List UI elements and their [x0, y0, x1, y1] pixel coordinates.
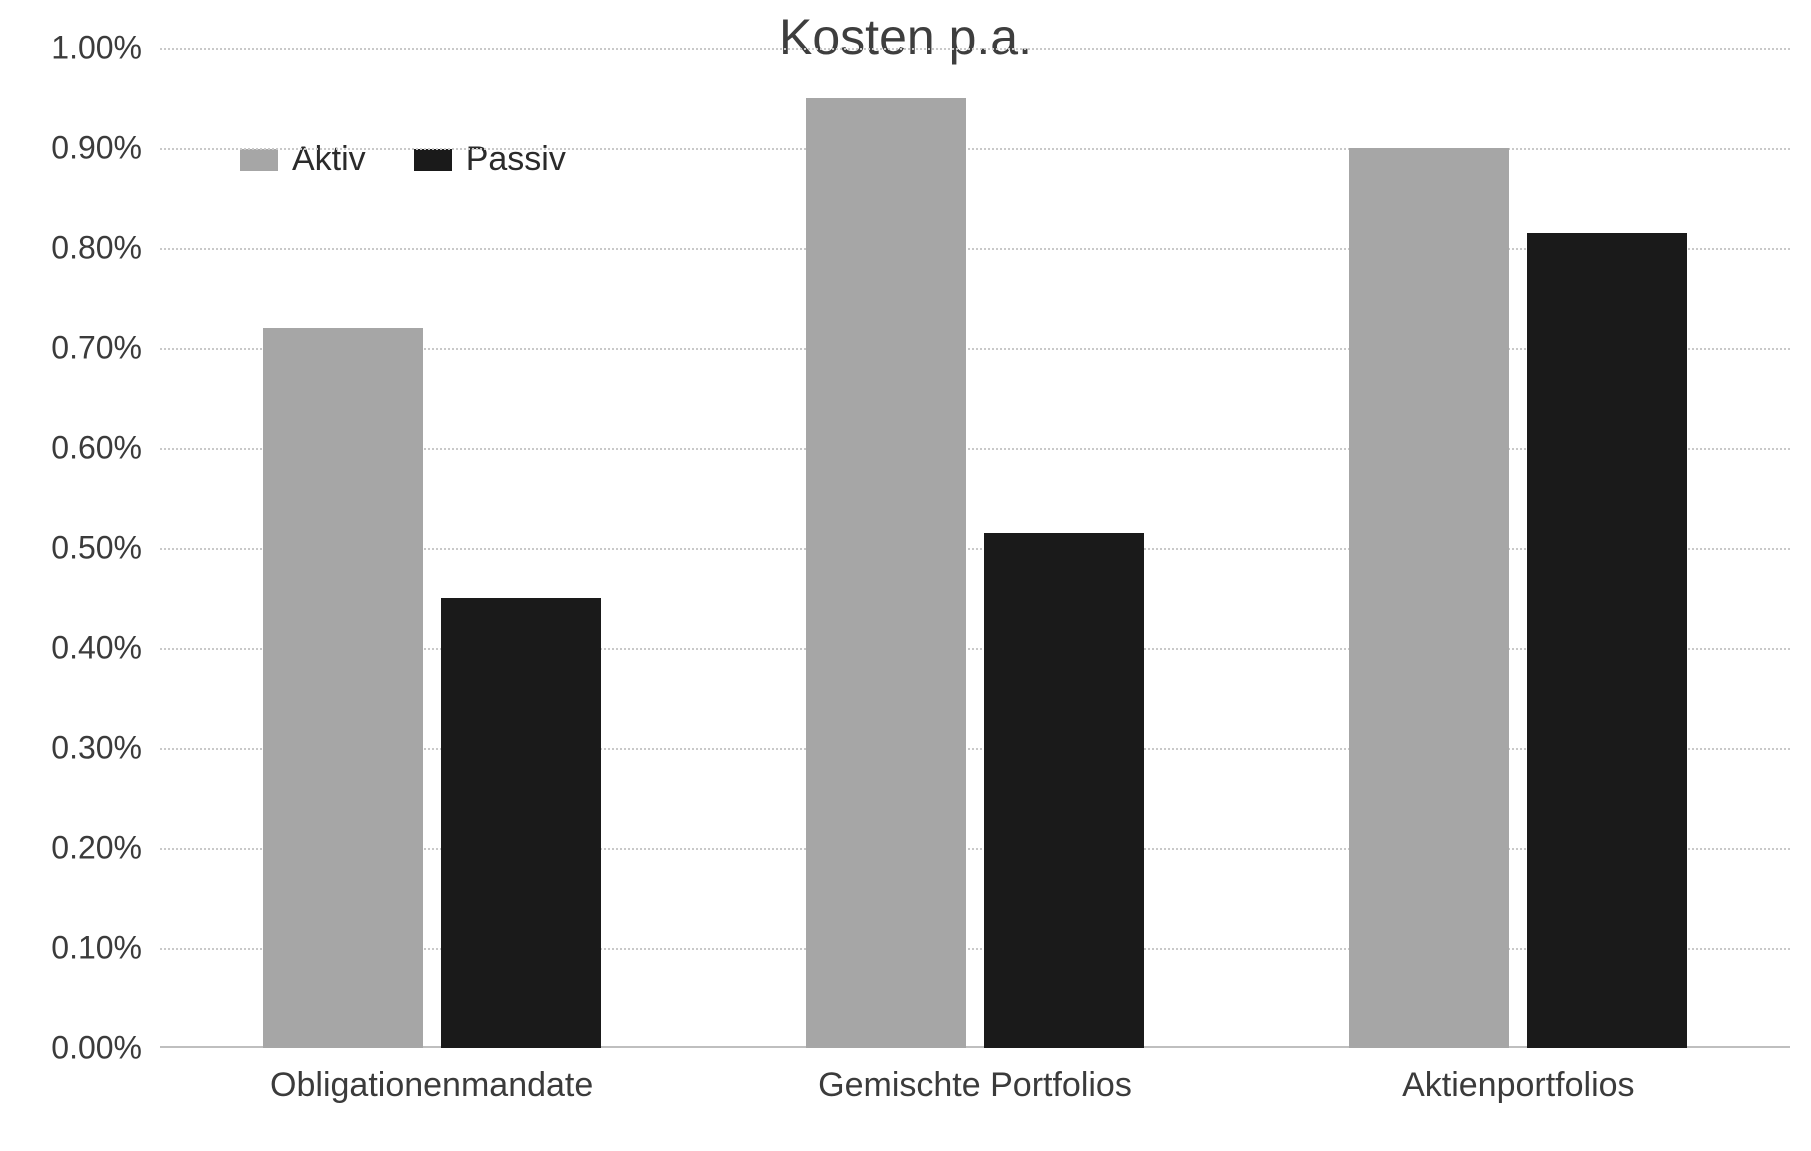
bar-aktiv — [1349, 148, 1509, 1048]
x-tick-label: Gemischte Portfolios — [818, 1048, 1132, 1105]
y-tick-label: 0.60% — [51, 430, 160, 467]
bar-passiv — [984, 533, 1144, 1048]
plot-area: AktivPassiv 0.00%0.10%0.20%0.30%0.40%0.5… — [160, 48, 1790, 1048]
legend-item: Passiv — [414, 140, 566, 179]
gridline — [160, 48, 1790, 50]
bar-passiv — [1527, 233, 1687, 1048]
bar-passiv — [441, 598, 601, 1048]
legend-item: Aktiv — [240, 140, 366, 179]
cost-chart: Kosten p.a. AktivPassiv 0.00%0.10%0.20%0… — [0, 0, 1811, 1151]
y-tick-label: 0.00% — [51, 1030, 160, 1067]
y-tick-label: 0.90% — [51, 130, 160, 167]
y-tick-label: 0.20% — [51, 830, 160, 867]
y-tick-label: 0.30% — [51, 730, 160, 767]
legend: Aktiv Passiv — [240, 140, 566, 179]
y-tick-label: 0.40% — [51, 630, 160, 667]
legend-label: Passiv — [466, 140, 566, 179]
y-tick-label: 0.70% — [51, 330, 160, 367]
x-tick-label: Aktienportfolios — [1402, 1048, 1634, 1105]
legend-swatch — [240, 149, 278, 171]
y-tick-label: 1.00% — [51, 30, 160, 67]
y-tick-label: 0.10% — [51, 930, 160, 967]
y-tick-label: 0.80% — [51, 230, 160, 267]
legend-swatch — [414, 149, 452, 171]
gridline — [160, 148, 1790, 150]
legend-label: Aktiv — [292, 140, 366, 179]
y-tick-label: 0.50% — [51, 530, 160, 567]
bar-aktiv — [806, 98, 966, 1048]
bar-aktiv — [263, 328, 423, 1048]
x-tick-label: Obligationenmandate — [270, 1048, 593, 1105]
